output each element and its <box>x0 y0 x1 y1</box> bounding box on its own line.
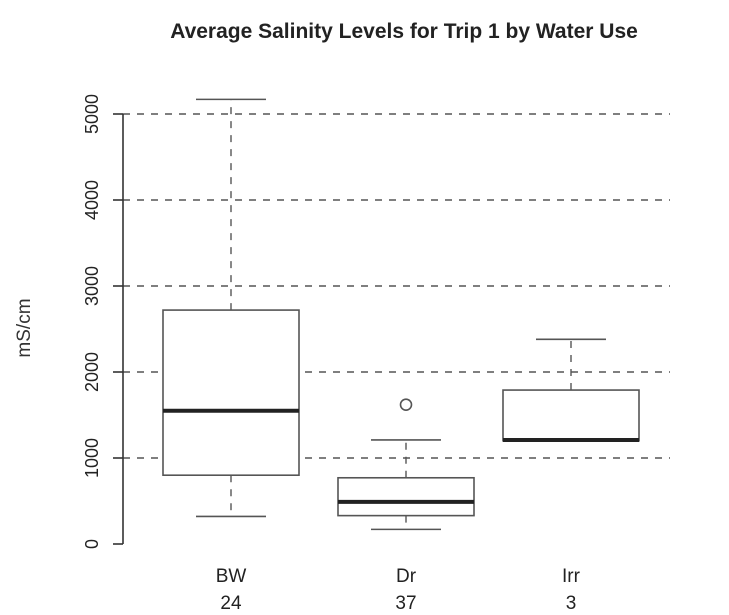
box-bw <box>162 309 300 476</box>
y-axis: 0 1000 2000 3000 4000 5000 <box>82 94 124 549</box>
box-group-dr <box>337 398 475 531</box>
count-label-irr: 3 <box>566 593 577 614</box>
box-dr <box>337 476 475 517</box>
outlier-dr-0 <box>399 398 413 411</box>
count-label-dr: 37 <box>395 593 416 614</box>
box-group-irr <box>502 338 640 442</box>
y-tick-label-5000: 5000 <box>82 94 102 134</box>
x-tick-label-dr: Dr <box>396 566 417 587</box>
y-tick-label-0: 0 <box>82 539 102 549</box>
y-tick-label-4000: 4000 <box>82 180 102 220</box>
count-label-bw: 24 <box>220 593 242 614</box>
y-tick-label-2000: 2000 <box>82 352 102 392</box>
x-tick-label-irr: Irr <box>562 566 581 587</box>
y-axis-label: mS/cm <box>14 298 35 357</box>
boxes <box>162 98 640 531</box>
x-axis-labels: BW 24 Dr 37 Irr 3 <box>216 566 581 614</box>
x-tick-label-bw: BW <box>216 566 247 587</box>
y-tick-label-3000: 3000 <box>82 266 102 306</box>
chart-title: Average Salinity Levels for Trip 1 by Wa… <box>170 20 638 43</box>
y-tick-label-1000: 1000 <box>82 438 102 478</box>
box-group-bw <box>162 98 300 518</box>
box-irr <box>502 389 640 442</box>
